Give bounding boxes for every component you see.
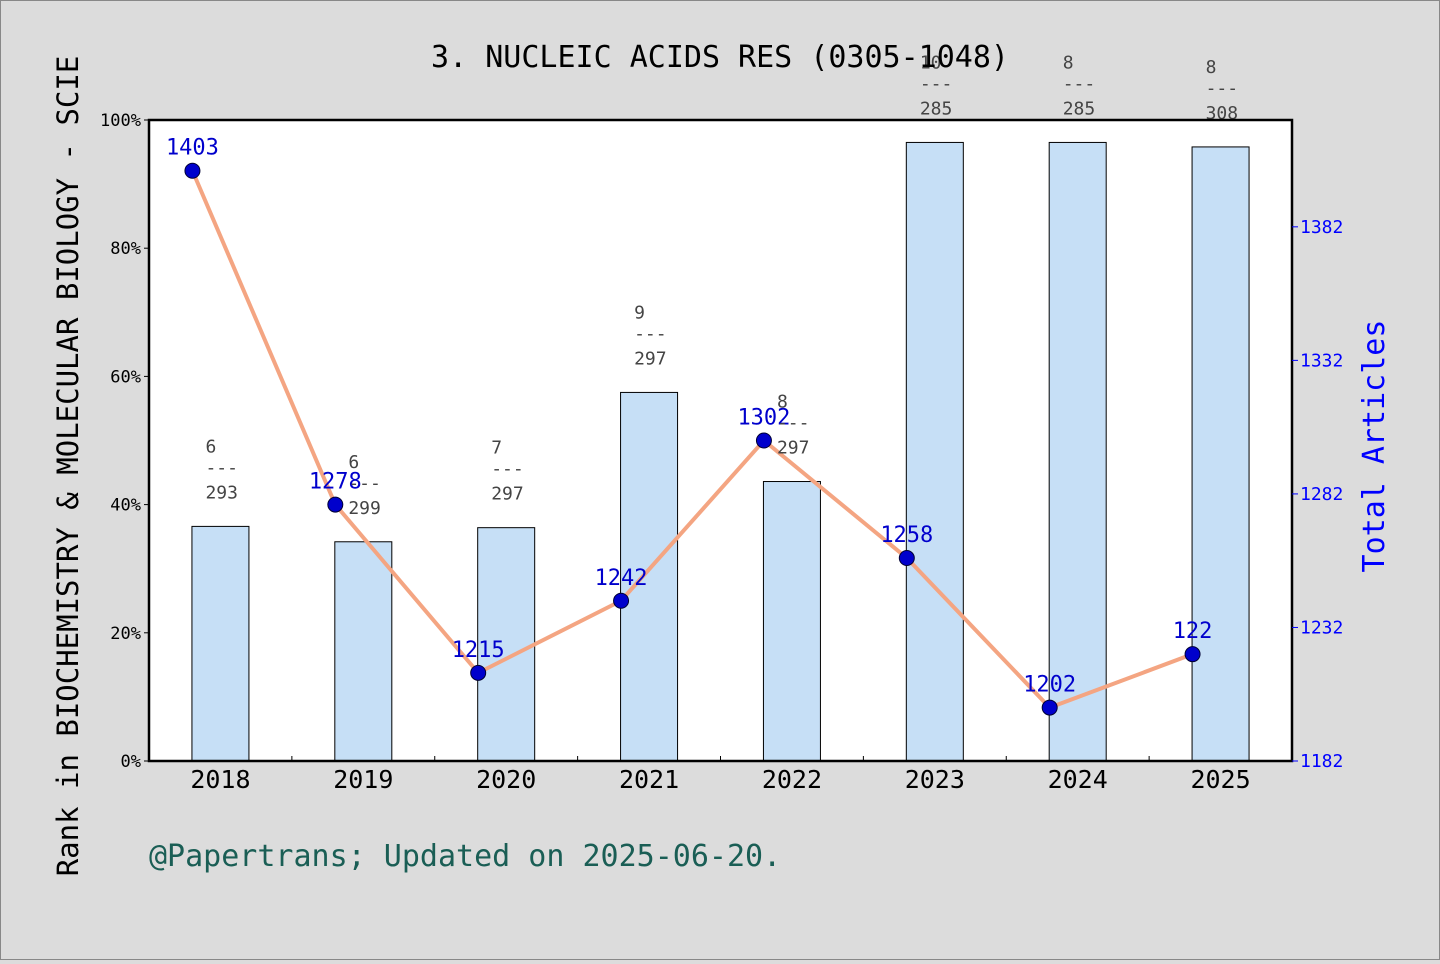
rank-label: 8 [777, 392, 788, 413]
chart-title: 3. NUCLEIC ACIDS RES (0305-1048) [431, 40, 1009, 75]
line-marker-2023 [898, 550, 915, 567]
rank-label: 9 [634, 302, 645, 323]
line-marker-2020 [470, 664, 487, 681]
left-tick-label: 100% [100, 111, 141, 131]
rank-label: 7 [491, 438, 502, 459]
line-segment-2018 [190, 168, 338, 507]
left-tick-label: 40% [110, 496, 141, 516]
total-label: 293 [205, 482, 238, 503]
right-tick-label: 1282 [1300, 484, 1343, 505]
total-label: 297 [491, 484, 524, 505]
rank-divider: --- [491, 459, 524, 480]
x-tick-label: 2019 [333, 765, 393, 794]
rank-divider: --- [634, 323, 667, 344]
line-marker-2024 [1041, 699, 1058, 716]
line-segment-2023 [904, 556, 1052, 710]
line-segment-2024 [1047, 652, 1195, 710]
right-tick-label: 1182 [1300, 751, 1343, 772]
right-tick-label: 1382 [1300, 217, 1343, 238]
right-tick-label: 1232 [1300, 617, 1343, 638]
bar-2021 [620, 391, 679, 762]
left-tick-label: 0% [121, 752, 141, 772]
line-value-label: 122 [1173, 619, 1213, 644]
x-tick-label: 2021 [619, 765, 679, 794]
rank-divider: --- [920, 73, 953, 94]
rank-divider: --- [205, 457, 238, 478]
bar-2020 [477, 527, 536, 762]
rank-divider: --- [1206, 78, 1239, 99]
bar-2018 [191, 525, 250, 762]
line-marker-2022 [755, 432, 772, 449]
line-marker-2019 [327, 496, 344, 513]
line-marker-2018 [184, 162, 201, 179]
line-value-label: 1278 [309, 470, 362, 495]
line-marker-2021 [613, 592, 630, 609]
x-tick-label: 2023 [905, 765, 965, 794]
line-value-label: 1215 [452, 638, 505, 663]
rank-divider: --- [348, 473, 381, 494]
rank-divider: --- [1063, 73, 1096, 94]
bar-2024 [1048, 141, 1107, 762]
total-label: 285 [920, 98, 953, 119]
x-tick-label: 2024 [1048, 765, 1108, 794]
x-tick-label: 2020 [476, 765, 536, 794]
bar-2025 [1191, 146, 1250, 762]
total-label: 297 [777, 438, 810, 459]
line-segment-2021 [619, 438, 766, 603]
total-label: 308 [1206, 103, 1239, 124]
line-marker-2025 [1184, 646, 1201, 663]
labels-layer: 14031278121512421302125812021226---2936-… [166, 52, 1238, 697]
line-segment-2020 [476, 598, 624, 675]
right-axis-title: Total Articles [1357, 320, 1392, 573]
line-value-label: 1202 [1023, 673, 1076, 698]
bar-2019 [334, 541, 393, 762]
line-value-label: 1302 [737, 406, 790, 431]
bars-layer [191, 141, 1250, 762]
left-tick-label: 60% [110, 367, 141, 387]
bar-2023 [905, 141, 964, 762]
x-tick-label: 2025 [1190, 765, 1250, 794]
line-value-label: 1258 [880, 523, 933, 548]
rank-label: 6 [348, 452, 359, 473]
rank-label: 8 [1206, 57, 1217, 78]
x-tick-label: 2018 [190, 765, 250, 794]
total-label: 285 [1063, 98, 1096, 119]
line-segment-2019 [333, 502, 481, 675]
line-value-label: 1242 [595, 566, 648, 591]
left-tick-label: 20% [110, 624, 141, 644]
total-label: 297 [634, 348, 667, 369]
line-segment-2022 [761, 438, 909, 561]
right-tick-label: 1332 [1300, 350, 1343, 371]
rank-label: 6 [205, 436, 216, 457]
rank-label: 10 [920, 52, 942, 73]
rank-divider: --- [777, 413, 810, 434]
total-label: 299 [348, 498, 381, 519]
bar-2022 [762, 481, 821, 762]
left-axis-title: Rank in BIOCHEMISTRY & MOLECULAR BIOLOGY… [51, 56, 85, 877]
rank-label: 8 [1063, 52, 1074, 73]
footer-credit: @Papertrans; Updated on 2025-06-20. [149, 839, 781, 874]
axes-layer: 0% 20% 40% 60% 80% 100% 1182 1232 1282 1332 1382 20… [100, 111, 1343, 794]
plot-area [149, 120, 1292, 761]
x-tick-label: 2022 [762, 765, 822, 794]
line-layer [184, 162, 1201, 716]
left-tick-label: 80% [110, 239, 141, 259]
line-value-label: 1403 [166, 136, 219, 161]
